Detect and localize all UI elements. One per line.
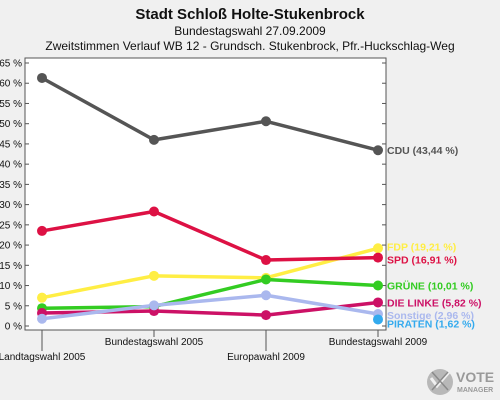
x-tick-label: Landtagswahl 2005 <box>0 352 86 363</box>
y-tick-label: 30 % <box>0 200 22 211</box>
y-tick-label: 25 % <box>0 220 22 231</box>
series-line-spd <box>41 209 379 262</box>
y-tick-label: 40 % <box>0 160 22 171</box>
series-label-piraten: PIRATEN (1,62 %) <box>387 318 475 330</box>
data-point-die-linke <box>373 297 383 308</box>
vote-manager-logo: VOTE MANAGER <box>427 369 494 395</box>
data-point-gr-ne <box>261 274 271 285</box>
series-label-fdp: FDP (19,21 %) <box>387 241 456 253</box>
y-tick-label: 5 % <box>5 301 22 312</box>
y-axis: 0 % 5 % 10 % 15 % 20 % 25 % 30 % 35 % 40 % 45 % 50… <box>0 59 386 333</box>
series-line-gr-ne <box>41 277 379 310</box>
y-tick-label: 55 % <box>0 99 22 110</box>
series-label-spd: SPD (16,91 %) <box>387 255 457 267</box>
y-tick-label: 60 % <box>0 79 22 90</box>
y-tick-label: 50 % <box>0 119 22 130</box>
data-point-cdu <box>261 116 271 127</box>
x-axis: Landtagswahl 2005 Bundestagswahl 2005 Euro… <box>0 330 428 363</box>
data-point-spd <box>261 255 271 266</box>
series-lines <box>41 76 379 321</box>
x-tick-label: Bundestagswahl 2009 <box>329 337 428 348</box>
y-tick-label: 45 % <box>0 139 22 150</box>
data-point-piraten <box>373 314 383 325</box>
x-tick-label: Bundestagswahl 2005 <box>105 337 204 348</box>
data-point-cdu <box>37 72 47 83</box>
y-tick-label: 20 % <box>0 241 22 252</box>
data-point-die-linke <box>261 310 271 321</box>
series-line-cdu <box>41 76 379 152</box>
series-label-sonstige: Sonstige (2,96 %) <box>387 310 474 322</box>
data-point-spd <box>149 206 159 217</box>
logo-vote: VOTE <box>456 369 494 385</box>
y-tick-label: 15 % <box>0 261 22 272</box>
series-label-die-linke: DIE LINKE (5,82 %) <box>387 297 482 309</box>
data-point-gr-ne <box>373 280 383 291</box>
x-tick-label: Europawahl 2009 <box>227 352 305 363</box>
series-label-gr-ne: GRÜNE (10,01 %) <box>387 279 473 292</box>
y-tick-label: 0 % <box>5 322 22 333</box>
data-point-spd <box>37 225 47 236</box>
check-cross-icon <box>427 369 453 395</box>
data-point-spd <box>373 252 383 263</box>
data-point-fdp <box>149 270 159 281</box>
data-point-fdp <box>37 292 47 303</box>
chart-subtitle-district: Zweitstimmen Verlauf WB 12 - Grundsch. S… <box>45 39 454 53</box>
series-line-fdp <box>41 246 379 300</box>
chart-title: Stadt Schloß Holte-Stukenbrock <box>135 6 365 23</box>
logo-manager: MANAGER <box>457 387 493 394</box>
y-tick-label: 65 % <box>0 59 22 70</box>
data-point-cdu <box>149 134 159 145</box>
data-point-sonstige <box>37 313 47 324</box>
chart-subtitle-date: Bundestagswahl 27.09.2009 <box>174 24 326 38</box>
data-point-sonstige <box>149 300 159 311</box>
series-line-sonstige <box>41 293 379 321</box>
data-point-sonstige <box>261 290 271 301</box>
series-label-cdu: CDU (43,44 %) <box>387 145 458 157</box>
y-tick-label: 35 % <box>0 180 22 191</box>
series-points <box>37 72 383 325</box>
series-labels: CDU (43,44 %) FDP (19,21 %) SPD (16,91 %) G… <box>387 145 482 330</box>
y-tick-label: 10 % <box>0 281 22 292</box>
data-point-cdu <box>373 145 383 156</box>
data-point-fdp <box>373 243 383 254</box>
